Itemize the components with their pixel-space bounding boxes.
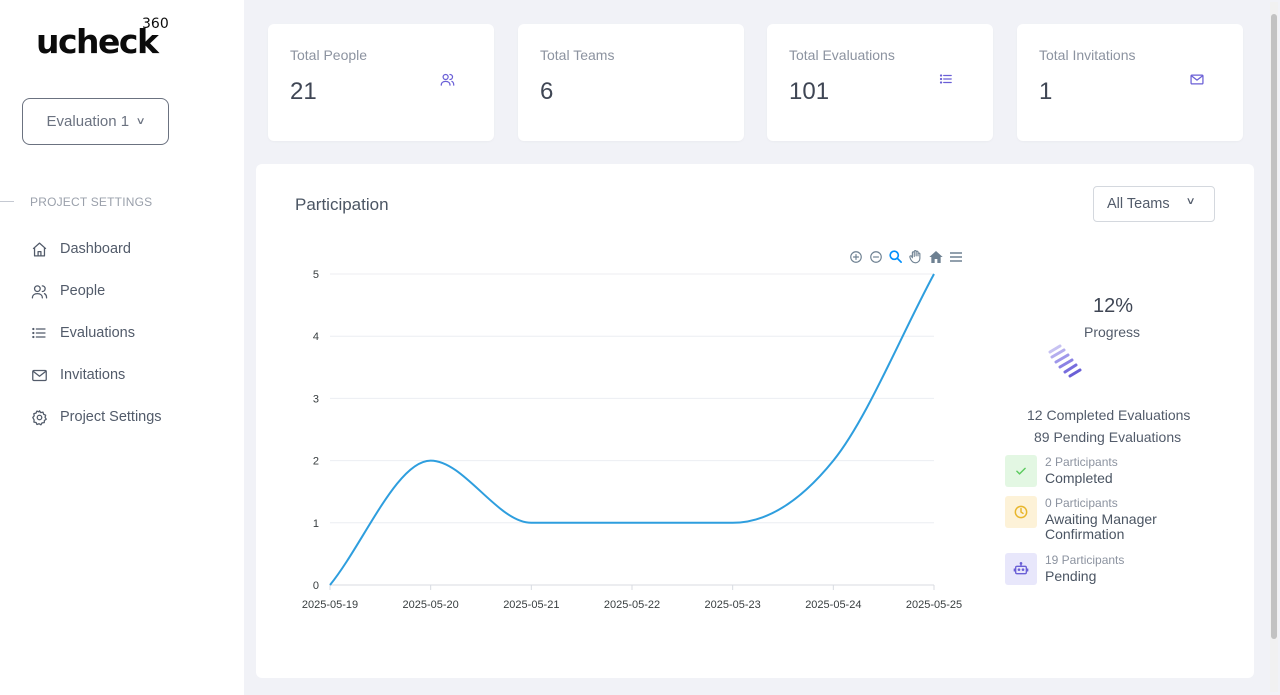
people-icon: [30, 282, 48, 300]
stat-value: 101: [789, 78, 830, 105]
sidebar-item-label: Dashboard: [60, 241, 131, 257]
x-axis: 2025-05-19 2025-05-20 2025-05-21 2025-05-22…: [302, 584, 962, 611]
pan-icon[interactable]: [907, 248, 924, 265]
people-icon: [440, 72, 456, 88]
sidebar-item-evaluations[interactable]: Evaluations: [30, 312, 230, 354]
page-scrollbar[interactable]: [1270, 2, 1278, 692]
sidebar: ucheck 360 Evaluation 1 ∨ PROJECT SETTIN…: [0, 0, 244, 695]
check-icon: [1005, 455, 1037, 487]
chevron-down-icon: ∨: [135, 116, 146, 127]
reset-home-icon[interactable]: [927, 248, 944, 265]
panel-title: Participation: [295, 195, 389, 214]
stat-label: Total Evaluations: [789, 47, 895, 63]
team-filter-select[interactable]: All Teams ∨: [1093, 186, 1215, 222]
sidebar-item-dashboard[interactable]: Dashboard: [30, 228, 230, 270]
completed-summary: 12 Completed Evaluations: [1027, 407, 1191, 423]
y-tick-label: 3: [313, 393, 319, 405]
sidebar-item-label: Project Settings: [60, 409, 162, 425]
home-icon: [30, 240, 48, 258]
section-title: PROJECT SETTINGS: [30, 195, 153, 209]
stat-card-teams: Total Teams 6: [518, 24, 744, 141]
status-label: Awaiting Manager Confirmation: [1045, 511, 1157, 542]
x-tick-label: 2025-05-19: [302, 599, 358, 611]
participation-panel: Participation All Teams ∨ 0 1 2 3 4 5 2025-05…: [256, 164, 1254, 678]
stat-value: 6: [540, 78, 554, 105]
stat-label: Total People: [290, 47, 368, 63]
logo-superscript: 360: [142, 16, 169, 32]
section-divider: [0, 201, 14, 202]
evaluation-select[interactable]: Evaluation 1 ∨: [22, 98, 169, 145]
gear-icon: [30, 408, 48, 426]
stat-card-evaluations: Total Evaluations 101: [767, 24, 993, 141]
stat-card-people: Total People 21: [268, 24, 494, 141]
y-axis-ticks: 0 1 2 3 4 5: [313, 269, 319, 592]
scrollbar-thumb[interactable]: [1271, 14, 1277, 639]
sidebar-item-project-settings[interactable]: Project Settings: [30, 396, 230, 438]
mail-icon: [1189, 72, 1205, 88]
sidebar-nav: Dashboard People Evaluations Invitations…: [30, 228, 230, 438]
status-count: 2 Participants: [1045, 455, 1118, 469]
x-tick-label: 2025-05-25: [906, 599, 962, 611]
progress-spinner-icon: [1048, 344, 1082, 378]
y-tick-label: 2: [313, 456, 319, 468]
status-label: Completed: [1045, 470, 1113, 486]
progress-label: Progress: [1084, 324, 1141, 340]
sidebar-item-label: Invitations: [60, 367, 126, 383]
evaluation-select-label: Evaluation 1: [46, 113, 130, 130]
menu-icon[interactable]: [947, 248, 964, 265]
sidebar-item-label: Evaluations: [60, 325, 135, 341]
y-tick-label: 1: [313, 518, 319, 530]
x-tick-label: 2025-05-24: [805, 599, 861, 611]
chart-grid: [330, 273, 934, 524]
y-tick-label: 5: [313, 269, 319, 281]
zoom-select-icon[interactable]: [887, 248, 904, 265]
logo[interactable]: ucheck 360: [36, 16, 176, 61]
team-filter-label: All Teams: [1107, 196, 1170, 212]
sidebar-item-invitations[interactable]: Invitations: [30, 354, 230, 396]
pending-summary: 89 Pending Evaluations: [1034, 429, 1182, 445]
chevron-down-icon: ∨: [1185, 196, 1196, 207]
stat-label: Total Invitations: [1039, 47, 1136, 63]
logo-text: ucheck: [36, 22, 159, 61]
y-tick-label: 4: [313, 331, 319, 343]
status-count: 19 Participants: [1045, 553, 1125, 567]
x-tick-label: 2025-05-20: [403, 599, 459, 611]
progress-percent: 12%: [1093, 295, 1134, 317]
stat-value: 1: [1039, 78, 1053, 105]
chart-toolbar: [847, 248, 964, 265]
clock-icon: [1005, 496, 1037, 528]
list-icon: [939, 72, 955, 88]
robot-icon: [1005, 553, 1037, 585]
status-count: 0 Participants: [1045, 496, 1118, 510]
status-label: Pending: [1045, 568, 1097, 584]
sidebar-item-label: People: [60, 283, 106, 299]
x-tick-label: 2025-05-22: [604, 599, 660, 611]
stat-value: 21: [290, 78, 317, 105]
sidebar-item-people[interactable]: People: [30, 270, 230, 312]
x-tick-label: 2025-05-23: [705, 599, 761, 611]
stat-card-invitations: Total Invitations 1: [1017, 24, 1243, 141]
mail-icon: [30, 366, 48, 384]
series-line: [329, 273, 935, 586]
stat-label: Total Teams: [540, 47, 615, 63]
y-tick-label: 0: [313, 580, 319, 592]
x-tick-label: 2025-05-21: [503, 599, 559, 611]
list-icon: [30, 324, 48, 342]
zoom-out-icon[interactable]: [867, 248, 884, 265]
zoom-in-icon[interactable]: [847, 248, 864, 265]
